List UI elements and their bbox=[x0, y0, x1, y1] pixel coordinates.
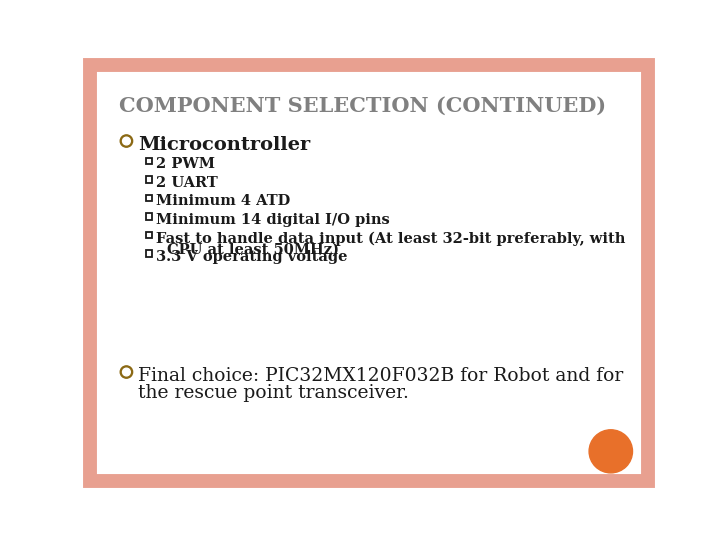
FancyBboxPatch shape bbox=[145, 158, 152, 164]
Text: 2 PWM: 2 PWM bbox=[156, 157, 215, 171]
Text: the rescue point transceiver.: the rescue point transceiver. bbox=[138, 384, 409, 402]
FancyBboxPatch shape bbox=[145, 232, 152, 238]
Text: 3.3 V operating voltage: 3.3 V operating voltage bbox=[156, 249, 347, 264]
FancyBboxPatch shape bbox=[145, 195, 152, 201]
Circle shape bbox=[120, 135, 132, 147]
Text: CPU at least 50MHz): CPU at least 50MHz) bbox=[167, 242, 338, 256]
Circle shape bbox=[122, 368, 130, 376]
Text: Minimum 14 digital I/O pins: Minimum 14 digital I/O pins bbox=[156, 213, 390, 227]
FancyBboxPatch shape bbox=[145, 251, 152, 256]
FancyBboxPatch shape bbox=[145, 177, 152, 183]
Text: 2 UART: 2 UART bbox=[156, 176, 217, 190]
Text: COMPONENT SELECTION (CONTINUED): COMPONENT SELECTION (CONTINUED) bbox=[120, 96, 606, 116]
Circle shape bbox=[122, 137, 130, 145]
FancyBboxPatch shape bbox=[90, 65, 648, 481]
Circle shape bbox=[120, 366, 132, 378]
Text: Microcontroller: Microcontroller bbox=[138, 136, 310, 154]
FancyBboxPatch shape bbox=[145, 213, 152, 220]
Text: Minimum 4 ATD: Minimum 4 ATD bbox=[156, 194, 290, 208]
Text: Fast to handle data input (At least 32-bit preferably, with: Fast to handle data input (At least 32-b… bbox=[156, 231, 625, 246]
Circle shape bbox=[589, 430, 632, 473]
Text: Final choice: PIC32MX120F032B for Robot and for: Final choice: PIC32MX120F032B for Robot … bbox=[138, 367, 624, 384]
